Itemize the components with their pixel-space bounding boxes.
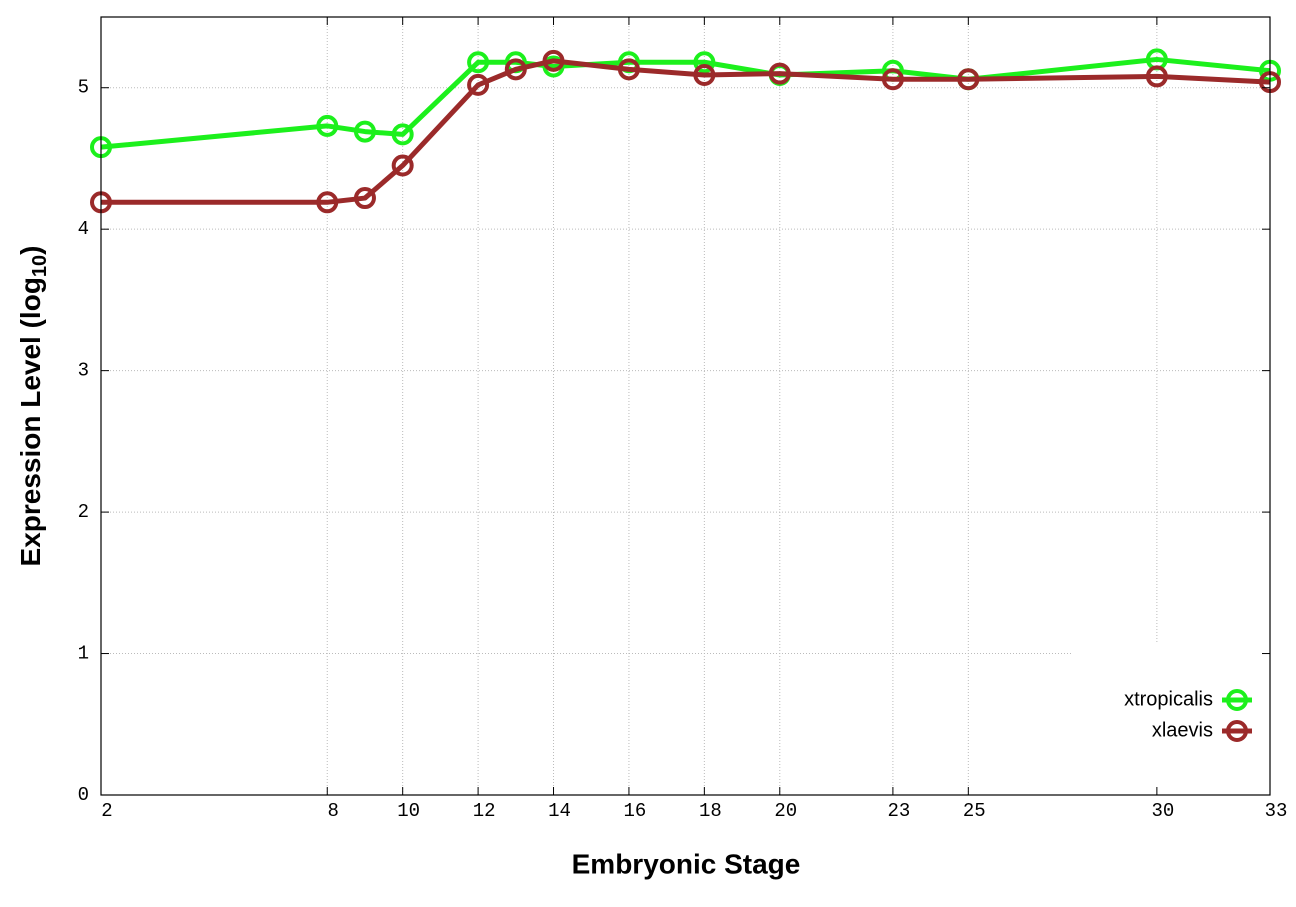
data-point: [316, 191, 339, 214]
x-tick-label: 18: [699, 800, 722, 822]
y-tick-label: 0: [78, 784, 89, 806]
plot-frame: [100, 16, 1271, 796]
data-point: [391, 123, 414, 146]
y-tick-label: 5: [78, 77, 89, 99]
y-tick-label: 4: [78, 218, 89, 240]
x-tick-label: 25: [963, 800, 986, 822]
x-tick-label: 33: [1265, 800, 1288, 822]
legend-label: xtropicalis: [1124, 688, 1213, 710]
data-point: [504, 58, 527, 81]
data-point: [768, 62, 791, 85]
legend-marker: [1226, 689, 1248, 711]
data-point: [353, 187, 376, 210]
data-point: [467, 73, 490, 96]
data-point: [1145, 65, 1168, 88]
x-tick-label: 12: [473, 800, 496, 822]
data-point: [617, 58, 640, 81]
x-tick-label: 16: [624, 800, 647, 822]
x-tick-label: 23: [887, 800, 910, 822]
x-tick-label: 20: [774, 800, 797, 822]
legend-marker: [1226, 720, 1248, 742]
y-label-subscript: 10: [29, 255, 51, 277]
x-tick-label: 30: [1151, 800, 1174, 822]
data-point: [391, 154, 414, 177]
data-point: [881, 68, 904, 91]
x-tick-label: 10: [397, 800, 420, 822]
y-tick-label: 3: [78, 360, 89, 382]
y-label-text: Expression Level (log: [15, 277, 46, 566]
y-axis-label: Expression Level (log10): [15, 246, 51, 567]
legend-label: xlaevis: [1152, 719, 1213, 741]
data-point: [693, 51, 716, 74]
legend-background: [1072, 643, 1268, 793]
data-point: [542, 49, 565, 72]
y-label-suffix: ): [15, 246, 46, 255]
data-point: [316, 114, 339, 137]
data-point: [693, 63, 716, 86]
y-tick-label: 2: [78, 501, 89, 523]
x-tick-label: 14: [548, 800, 571, 822]
data-point: [957, 68, 980, 91]
x-tick-label: 8: [328, 800, 339, 822]
data-point: [467, 51, 490, 74]
data-point: [353, 120, 376, 143]
x-axis-label: Embryonic Stage: [572, 848, 801, 879]
plot: [90, 48, 1281, 214]
y-tick-label: 1: [78, 643, 89, 665]
x-tick-label: 2: [101, 800, 112, 822]
